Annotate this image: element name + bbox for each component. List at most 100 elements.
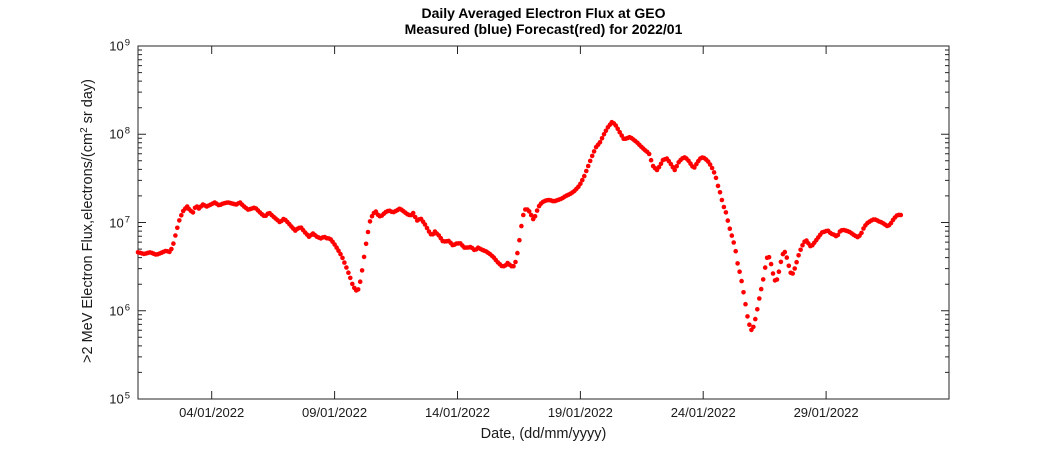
- data-point: [786, 263, 792, 269]
- data-point: [674, 163, 679, 169]
- data-point: [648, 157, 654, 163]
- data-point: [615, 126, 620, 132]
- x-tick-label: 09/01/2022: [302, 405, 368, 420]
- data-point: [709, 165, 715, 171]
- data-point: [646, 151, 652, 157]
- data-point: [177, 218, 182, 223]
- data-point: [511, 263, 516, 269]
- data-point: [747, 322, 752, 328]
- data-point: [733, 248, 738, 254]
- data-point: [658, 161, 664, 167]
- data-point: [422, 222, 428, 227]
- data-point: [835, 232, 841, 238]
- data-point: [743, 301, 748, 307]
- data-point: [735, 261, 740, 266]
- data-point: [350, 281, 355, 287]
- plot-box: [137, 45, 950, 400]
- data-point: [760, 277, 766, 282]
- data-point: [725, 218, 731, 223]
- y-tick-label: 105: [109, 390, 130, 407]
- data-point: [175, 225, 180, 231]
- data-point: [591, 149, 597, 154]
- data-point: [412, 214, 418, 220]
- data-point: [766, 254, 772, 260]
- data-point: [589, 153, 595, 159]
- data-point: [585, 163, 591, 169]
- y-tick-label: 106: [109, 302, 130, 319]
- data-point: [717, 190, 723, 195]
- data-point: [792, 266, 797, 271]
- y-axis-label: >2 MeV Electron Flux,electrons/(cm2 sr d…: [79, 79, 96, 363]
- data-point: [519, 223, 524, 229]
- data-point: [778, 259, 784, 265]
- data-point: [534, 208, 540, 213]
- data-point: [741, 290, 746, 295]
- data-point: [359, 268, 365, 273]
- x-tick-label: 14/01/2022: [424, 405, 491, 420]
- y-axis-label-superscript: 2: [79, 127, 90, 133]
- data-point: [898, 212, 904, 218]
- data-point: [692, 165, 697, 170]
- forecast-series: [135, 119, 904, 333]
- data-point: [603, 128, 609, 134]
- data-point: [776, 269, 782, 275]
- data-point: [768, 261, 774, 267]
- data-point: [790, 271, 795, 276]
- data-point: [753, 316, 758, 322]
- data-point: [532, 214, 538, 219]
- data-point: [365, 229, 371, 235]
- data-point: [731, 240, 736, 245]
- data-point: [597, 140, 603, 145]
- data-point: [584, 168, 589, 174]
- data-point: [513, 259, 518, 265]
- data-point: [784, 255, 790, 260]
- data-point: [517, 237, 522, 243]
- data-point: [796, 253, 801, 258]
- data-point: [859, 230, 864, 236]
- data-point: [424, 225, 430, 231]
- data-point: [707, 162, 713, 167]
- x-tick-label: 19/01/2022: [547, 405, 613, 420]
- data-point: [800, 243, 805, 248]
- data-point: [617, 129, 622, 135]
- x-axis-label: Date, (dd/mm/yyyy): [480, 426, 607, 442]
- data-point: [713, 175, 719, 181]
- y-axis-label-units: sr day): [80, 79, 96, 128]
- data-point: [361, 254, 367, 260]
- data-point: [336, 248, 341, 253]
- data-point: [727, 226, 733, 231]
- data-point: [528, 212, 534, 218]
- data-point: [526, 209, 532, 214]
- data-point: [171, 241, 176, 246]
- data-point: [355, 287, 361, 292]
- y-tick-label: 109: [109, 37, 130, 54]
- data-point: [580, 177, 585, 183]
- data-point: [757, 296, 762, 301]
- data-point: [723, 210, 729, 215]
- x-tick-label: 29/01/2022: [793, 405, 859, 420]
- data-point: [521, 212, 526, 218]
- chart-title: Daily Averaged Electron Flux at GEO Meas…: [138, 5, 949, 37]
- data-point: [169, 246, 174, 252]
- x-tick-label: 24/01/2022: [670, 405, 736, 420]
- data-point: [344, 265, 349, 270]
- chart-title-line1: Daily Averaged Electron Flux at GEO: [421, 5, 666, 21]
- data-point: [338, 251, 343, 257]
- data-point: [719, 197, 725, 203]
- data-point: [782, 249, 788, 255]
- data-point: [729, 233, 735, 238]
- data-point: [737, 269, 742, 275]
- data-point: [601, 132, 607, 137]
- data-point: [587, 158, 593, 164]
- data-point: [410, 210, 416, 216]
- data-point: [794, 259, 799, 265]
- axis-ticks: [138, 45, 949, 400]
- data-point: [751, 324, 756, 330]
- data-point: [367, 219, 373, 224]
- data-point: [599, 136, 605, 141]
- data-point: [190, 210, 196, 215]
- data-point: [346, 270, 351, 276]
- data-point: [758, 286, 764, 292]
- data-point: [762, 265, 768, 270]
